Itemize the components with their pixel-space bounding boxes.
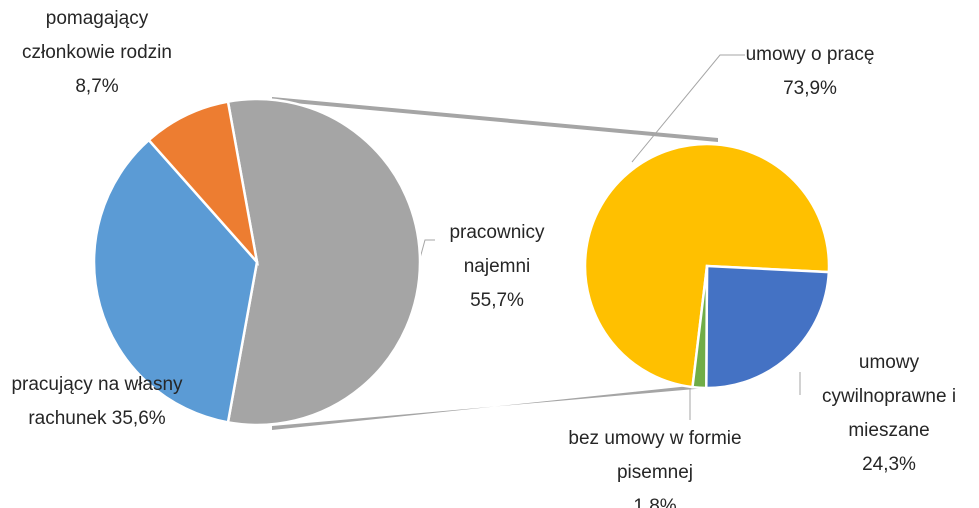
leader-line [631, 54, 745, 163]
value-label: 35,6% [111, 408, 166, 429]
value-label: 73,9% [783, 78, 837, 99]
value-label: 8,7% [75, 76, 119, 97]
slices [92, 97, 831, 427]
leader-line [418, 239, 435, 263]
connector [272, 97, 718, 142]
category: bez umowy w formie pisemnej [568, 428, 742, 483]
category: pracownicy najemni [449, 222, 545, 277]
category: umowy o pracę [745, 44, 875, 65]
category: umowy cywilnoprawne i mieszane [821, 352, 957, 441]
category: pracujący na własny rachunek [11, 374, 183, 429]
slice-label: umowy cywilnoprawne i mieszane 24,3% [808, 346, 970, 482]
category: pomagający członkowie rodzin [22, 8, 172, 63]
slice [226, 97, 422, 427]
slice [147, 100, 260, 267]
slice-label: pracujący na własny rachunek 35,6% [2, 368, 192, 436]
value-label: 1.8% [633, 496, 677, 508]
connector [272, 383, 718, 430]
value-label: 55,7% [470, 290, 524, 311]
slice [705, 264, 831, 390]
slice-label: umowy o pracę 73,9% [730, 38, 890, 106]
value-label: 24,3% [862, 454, 916, 475]
slice-label: bez umowy w formie pisemnej 1.8% [565, 422, 745, 508]
slice-label: pracownicy najemni 55,7% [437, 216, 557, 318]
slice [691, 265, 709, 390]
slice-label: pomagający członkowie rodzin 8,7% [22, 2, 172, 104]
slice [92, 138, 259, 424]
